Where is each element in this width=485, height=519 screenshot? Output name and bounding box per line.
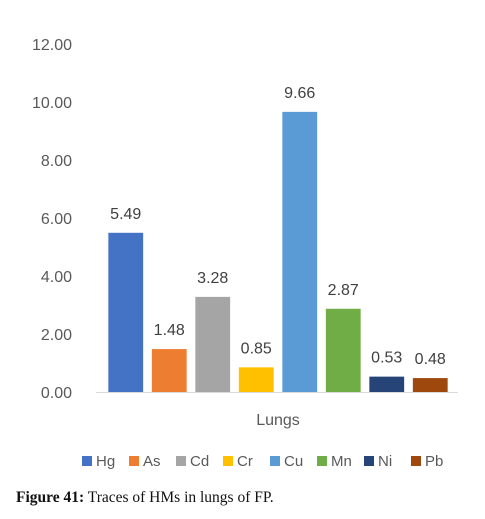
data-label-cr: 0.85 <box>241 340 272 357</box>
legend-swatch-as <box>129 456 139 466</box>
legend-label-pb: Pb <box>425 453 443 470</box>
y-tick-label: 12.00 <box>32 37 72 54</box>
legend-swatch-cr <box>223 456 233 466</box>
bar-as <box>151 349 187 392</box>
bars: 5.49 1.48 3.28 0.85 9.66 2.87 0.53 0.48 <box>108 85 448 393</box>
bar-chart: 0.00 2.00 4.00 6.00 8.00 10.00 12.00 5.49 1.48 3… <box>32 37 458 470</box>
y-axis: 0.00 2.00 4.00 6.00 8.00 10.00 12.00 <box>32 37 72 402</box>
legend-label-cr: Cr <box>237 453 253 470</box>
bar-pb <box>412 378 448 392</box>
legend-swatch-mn <box>317 456 327 466</box>
caption-text: Traces of HMs in lungs of FP. <box>84 489 274 506</box>
data-label-cd: 3.28 <box>197 270 228 287</box>
legend-swatch-cd <box>176 456 186 466</box>
bar-ni <box>369 376 405 392</box>
bar-cr <box>238 367 274 392</box>
legend: Hg As Cd Cr Cu Mn Ni Pb <box>82 453 443 470</box>
data-label-pb: 0.48 <box>415 351 446 368</box>
bar-cd <box>195 296 231 392</box>
bar-cu <box>282 111 318 393</box>
legend-label-cd: Cd <box>190 453 209 470</box>
bar-hg <box>108 232 144 392</box>
bar-mn <box>325 308 361 392</box>
legend-label-mn: Mn <box>331 453 352 470</box>
legend-swatch-pb <box>411 456 421 466</box>
y-tick-label: 10.00 <box>32 95 72 112</box>
y-tick-label: 4.00 <box>41 269 72 286</box>
legend-swatch-ni <box>364 456 374 466</box>
legend-label-hg: Hg <box>96 453 115 470</box>
legend-label-cu: Cu <box>284 453 303 470</box>
y-tick-label: 0.00 <box>41 385 72 402</box>
figure-caption: Figure 41: Traces of HMs in lungs of FP. <box>16 489 476 507</box>
legend-swatch-hg <box>82 456 92 466</box>
data-label-ni: 0.53 <box>371 350 402 367</box>
data-label-hg: 5.49 <box>110 206 141 223</box>
x-axis-label: Lungs <box>256 412 300 429</box>
data-label-cu: 9.66 <box>284 85 315 102</box>
y-tick-label: 8.00 <box>41 153 72 170</box>
legend-label-ni: Ni <box>378 453 392 470</box>
data-label-mn: 2.87 <box>328 282 359 299</box>
y-tick-label: 6.00 <box>41 211 72 228</box>
legend-swatch-cu <box>270 456 280 466</box>
data-label-as: 1.48 <box>154 322 185 339</box>
y-tick-label: 2.00 <box>41 327 72 344</box>
legend-label-as: As <box>143 453 161 470</box>
caption-label: Figure 41: <box>16 489 85 506</box>
